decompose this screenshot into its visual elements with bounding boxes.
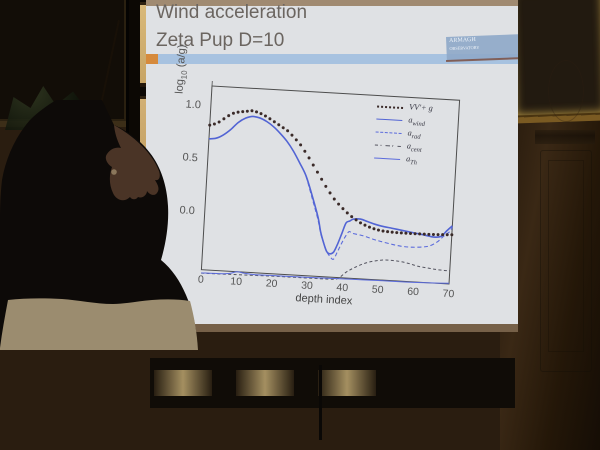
svg-text:50: 50 — [371, 284, 384, 297]
svg-text:depth index: depth index — [295, 292, 353, 307]
svg-text:60: 60 — [407, 286, 420, 299]
svg-text:40: 40 — [336, 282, 349, 295]
svg-text:30: 30 — [301, 279, 314, 292]
svg-text:70: 70 — [442, 288, 455, 301]
svg-text:20: 20 — [265, 277, 278, 290]
svg-text:10: 10 — [230, 275, 243, 288]
